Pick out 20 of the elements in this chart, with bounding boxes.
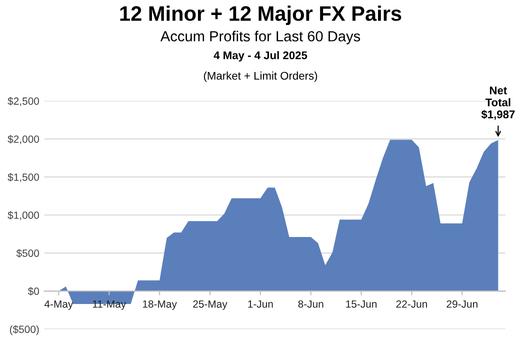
- x-tick-label: 22-Jun: [396, 300, 427, 308]
- chart-subtitle: Accum Profits for Last 60 Days: [160, 30, 360, 44]
- text: 4 May - 4 Jul 2025: [214, 51, 308, 62]
- y-tick-label: ($500): [10, 325, 39, 336]
- y-tick-label: $500: [16, 249, 40, 258]
- chart-title: 12 Minor + 12 Major FX Pairs: [120, 6, 402, 26]
- y-tick-label: $0: [28, 287, 40, 296]
- x-tick-label: 18-May: [142, 300, 177, 310]
- text: (Market + Limit Orders): [204, 72, 318, 82]
- y-tick-label: $1,000: [8, 211, 40, 220]
- x-tick-label: 15-Jun: [346, 300, 377, 308]
- x-tick-label: 1-Jun: [248, 300, 273, 308]
- x-tick-label: 8-Jun: [298, 300, 324, 308]
- x-tick-label: 25-May: [193, 300, 228, 310]
- annotation: Net Total $1,987: [481, 86, 515, 120]
- x-tick-label: 29-Jun: [446, 300, 478, 308]
- x-tick-label: 4-May: [44, 300, 74, 310]
- y-tick-label: $2,500: [8, 97, 40, 106]
- y-tick-label: $2,000: [8, 135, 40, 144]
- y-tick-label: $1,500: [8, 173, 40, 182]
